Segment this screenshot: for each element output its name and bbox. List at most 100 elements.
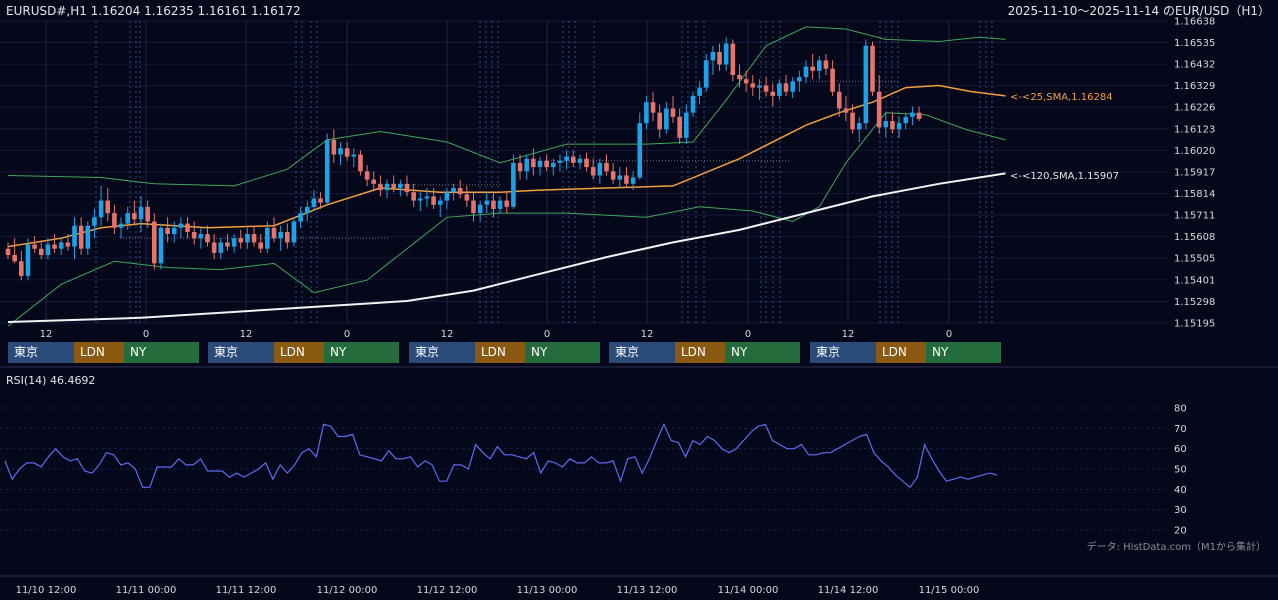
session-bar: 東京 LDN NY — [810, 342, 1001, 363]
bb-upper-line — [7, 26, 1006, 187]
candle — [477, 200, 483, 222]
candle — [577, 154, 583, 170]
candle — [610, 162, 616, 184]
candle — [238, 229, 244, 249]
candle — [278, 225, 283, 251]
candle — [205, 225, 210, 247]
candle — [12, 238, 17, 264]
candle — [72, 217, 77, 260]
candle — [717, 43, 722, 71]
session-lines — [45, 21, 993, 323]
candle — [158, 223, 164, 270]
candle — [165, 217, 170, 243]
candle — [637, 112, 643, 180]
candle — [557, 154, 563, 172]
candle — [823, 54, 829, 75]
date-tick-label: 11/10 12:00 — [16, 585, 77, 596]
candle — [910, 106, 915, 126]
candle — [378, 175, 383, 197]
candle — [444, 188, 450, 209]
candle — [92, 208, 97, 239]
candle — [105, 188, 111, 222]
candle — [112, 204, 117, 235]
candle — [185, 217, 190, 239]
session-london: LDN — [876, 342, 926, 363]
candle — [364, 164, 370, 186]
candle — [258, 234, 263, 253]
candle — [644, 95, 649, 130]
candle — [830, 60, 835, 96]
candle — [883, 112, 889, 138]
rsi-label: RSI(14) 46.4692 — [6, 374, 95, 387]
candle — [424, 188, 430, 207]
session-bar: 東京 LDN NY — [8, 342, 199, 363]
candle — [617, 167, 623, 189]
hour-tick-label: 0 — [544, 329, 550, 340]
candle — [78, 217, 84, 255]
price-tick-label: 1.15505 — [1174, 254, 1215, 265]
candle — [178, 217, 184, 239]
date-tick-label: 11/14 00:00 — [718, 585, 779, 596]
sma25-label: <-<25,SMA,1.16284 — [1010, 92, 1113, 103]
hour-tick-label: 0 — [344, 329, 350, 340]
candle — [324, 133, 330, 205]
candle — [25, 238, 31, 281]
rsi-tick-label: 50 — [1174, 465, 1187, 476]
candle — [191, 221, 197, 245]
bollinger-bands — [7, 26, 1006, 327]
candle — [843, 95, 849, 122]
date-tick-label: 11/12 12:00 — [417, 585, 478, 596]
candle — [604, 154, 609, 176]
candle — [251, 225, 257, 247]
candle — [371, 171, 377, 191]
candle — [670, 95, 676, 124]
candle — [850, 104, 855, 134]
candle — [491, 192, 496, 218]
candle — [118, 217, 124, 239]
hour-tick-label: 0 — [143, 329, 149, 340]
price-tick-label: 1.15917 — [1174, 167, 1215, 178]
hour-tick-label: 0 — [946, 329, 952, 340]
candle — [318, 192, 323, 209]
price-tick-label: 1.16638 — [1174, 17, 1215, 28]
date-tick-label: 11/13 00:00 — [517, 585, 578, 596]
price-tick-label: 1.15298 — [1174, 297, 1215, 308]
price-tick-label: 1.16535 — [1174, 38, 1215, 49]
candle — [597, 158, 603, 184]
date-tick-label: 11/11 00:00 — [116, 585, 177, 596]
candle — [750, 74, 756, 96]
candle — [125, 206, 130, 230]
hour-tick-label: 0 — [745, 329, 751, 340]
date-tick-label: 11/11 12:00 — [216, 585, 277, 596]
candle — [903, 112, 909, 130]
rsi-panel: 80 70 60 50 40 30 20 11/10 12:00 11/11 00:00 11/1… — [4, 404, 1187, 596]
date-tick-label: 11/14 12:00 — [818, 585, 879, 596]
price-tick-label: 1.15401 — [1174, 275, 1215, 286]
candle — [351, 148, 357, 168]
session-ny: NY — [725, 342, 800, 363]
candle — [664, 102, 669, 134]
candle — [723, 37, 729, 71]
hour-tick-label: 12 — [441, 329, 454, 340]
candle — [624, 167, 629, 189]
candle — [225, 234, 230, 251]
candle — [757, 79, 762, 101]
candle — [570, 150, 576, 168]
price-tick-label: 1.15608 — [1174, 232, 1215, 243]
candle — [544, 154, 549, 172]
session-bar: 東京 LDN NY — [609, 342, 800, 363]
session-ny: NY — [124, 342, 199, 363]
candle — [211, 234, 217, 260]
candle — [551, 158, 556, 176]
rsi-tick-label: 20 — [1174, 526, 1187, 537]
price-tick-label: 1.16226 — [1174, 103, 1215, 114]
candle — [743, 70, 749, 92]
candle — [338, 141, 343, 165]
price-tick-label: 1.16123 — [1174, 124, 1215, 135]
range-title: 2025-11-10～2025-11-14 のEUR/USD（H1） — [1008, 4, 1270, 18]
session-bar: 東京 LDN NY — [409, 342, 600, 363]
sma120-label: <-<120,SMA,1.15907 — [1010, 171, 1119, 182]
candle — [38, 240, 44, 260]
candle — [916, 106, 922, 122]
rsi-tick-label: 80 — [1174, 404, 1187, 415]
